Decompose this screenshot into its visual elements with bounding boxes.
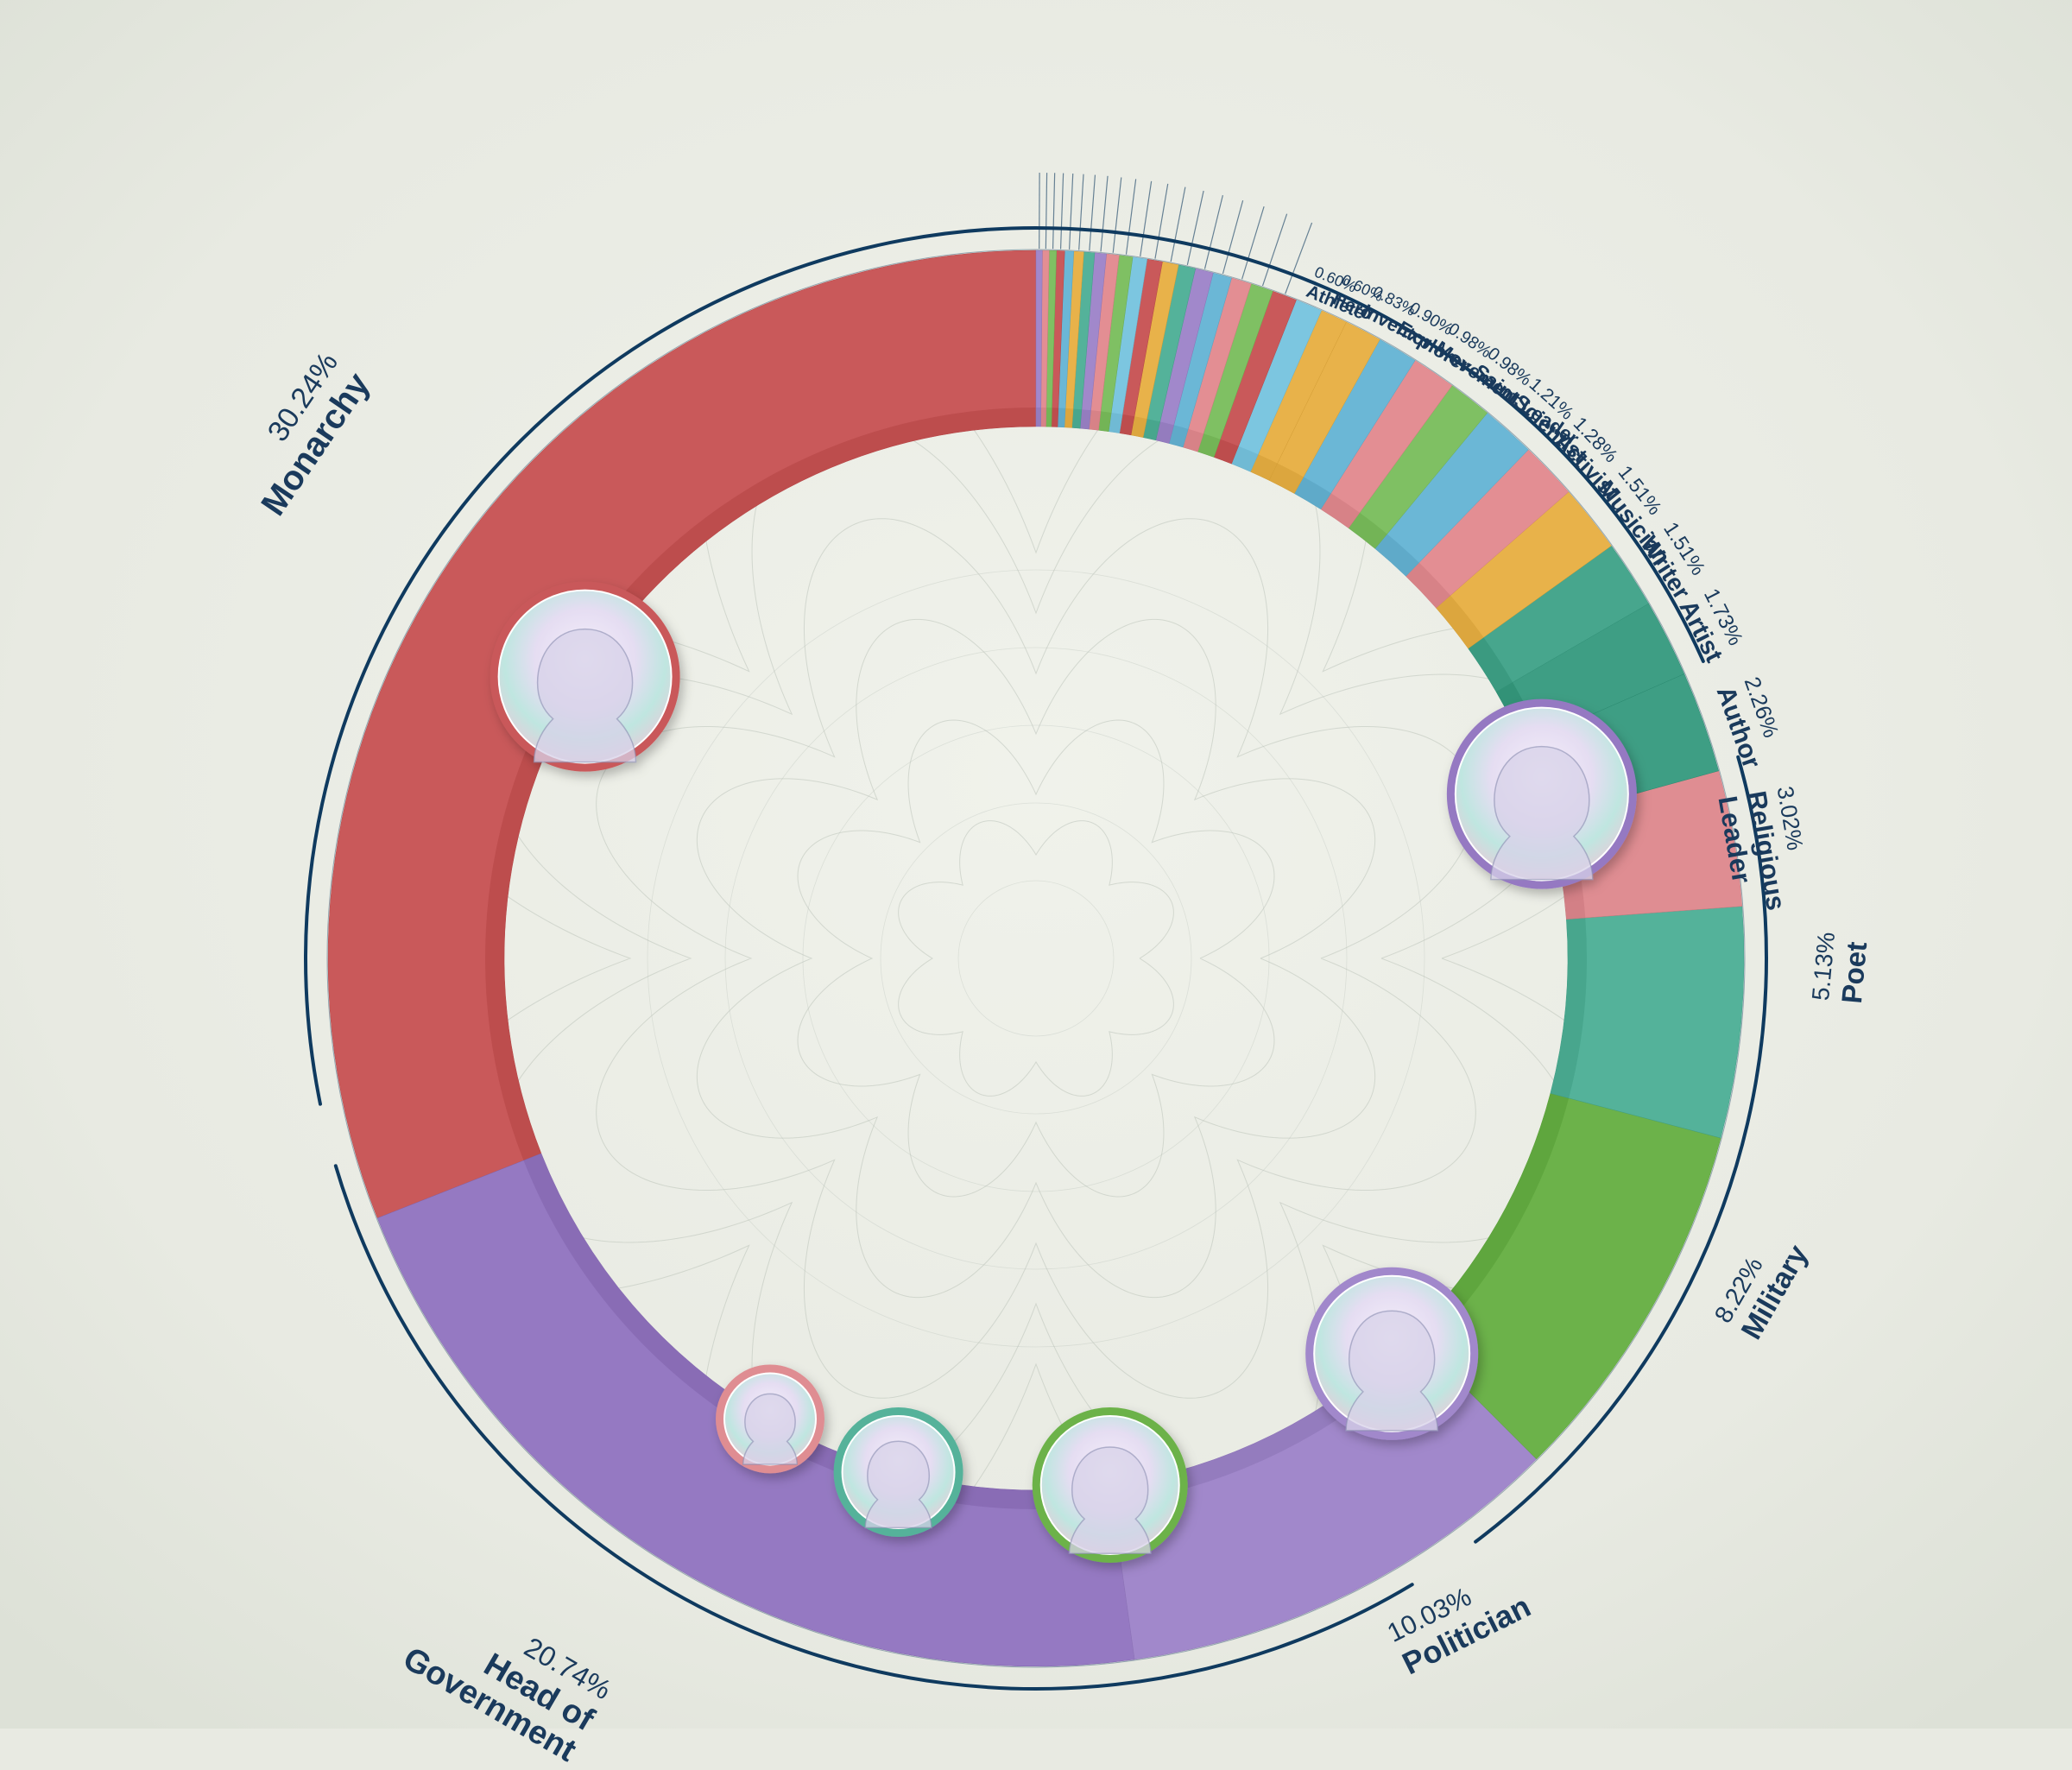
label-poet: 5.13%Poet: [1808, 931, 1873, 1005]
portrait-5: [716, 1364, 824, 1473]
donut-chart: 30.24%Monarchy20.74%Head of Government10…: [0, 0, 2072, 1729]
portrait-4: [834, 1407, 963, 1537]
portrait-2: [1305, 1267, 1478, 1440]
portrait-0: [490, 582, 680, 772]
portrait-1: [1447, 699, 1637, 889]
portrait-3: [1033, 1407, 1188, 1563]
